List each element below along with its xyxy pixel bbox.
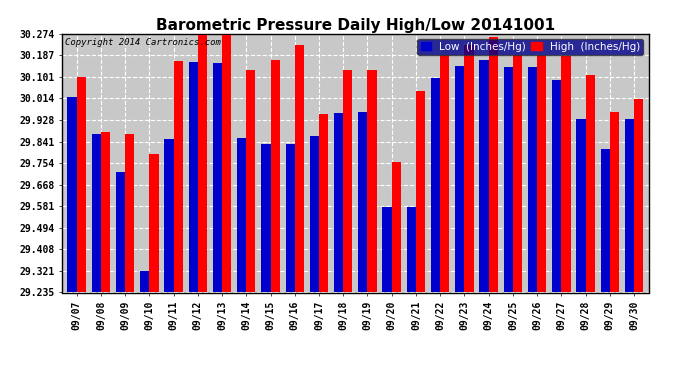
Bar [68, 97, 77, 292]
Bar [562, 56, 571, 292]
Bar [455, 66, 464, 292]
Bar [116, 172, 125, 292]
Text: Copyright 2014 Cartronics.com: Copyright 2014 Cartronics.com [65, 38, 221, 46]
Bar [392, 162, 401, 292]
Bar [382, 207, 392, 292]
Bar [198, 35, 207, 292]
Legend: Low  (Inches/Hg), High  (Inches/Hg): Low (Inches/Hg), High (Inches/Hg) [417, 39, 643, 55]
Bar [149, 154, 159, 292]
Bar [319, 114, 328, 292]
Bar [634, 99, 643, 292]
Bar [188, 62, 198, 292]
Bar [262, 144, 270, 292]
Bar [504, 67, 513, 292]
Bar [213, 63, 222, 292]
Bar [286, 144, 295, 292]
Bar [334, 113, 343, 292]
Bar [295, 45, 304, 292]
Bar [625, 119, 634, 292]
Bar [431, 78, 440, 292]
Bar [464, 45, 473, 292]
Bar [600, 149, 610, 292]
Bar [125, 134, 135, 292]
Bar [610, 112, 619, 292]
Bar [440, 55, 449, 292]
Bar [576, 119, 586, 292]
Bar [513, 55, 522, 292]
Bar [92, 134, 101, 292]
Bar [406, 207, 416, 292]
Bar [174, 61, 183, 292]
Bar [528, 67, 537, 292]
Bar [140, 272, 149, 292]
Bar [368, 70, 377, 292]
Bar [480, 60, 489, 292]
Bar [416, 91, 425, 292]
Bar [552, 80, 562, 292]
Bar [537, 55, 546, 292]
Bar [343, 70, 353, 292]
Bar [101, 132, 110, 292]
Bar [358, 112, 368, 292]
Bar [77, 77, 86, 292]
Bar [222, 35, 231, 292]
Bar [164, 140, 174, 292]
Title: Barometric Pressure Daily High/Low 20141001: Barometric Pressure Daily High/Low 20141… [156, 18, 555, 33]
Bar [246, 70, 255, 292]
Bar [489, 37, 498, 292]
Bar [310, 136, 319, 292]
Bar [586, 75, 595, 292]
Bar [237, 138, 246, 292]
Bar [270, 60, 279, 292]
